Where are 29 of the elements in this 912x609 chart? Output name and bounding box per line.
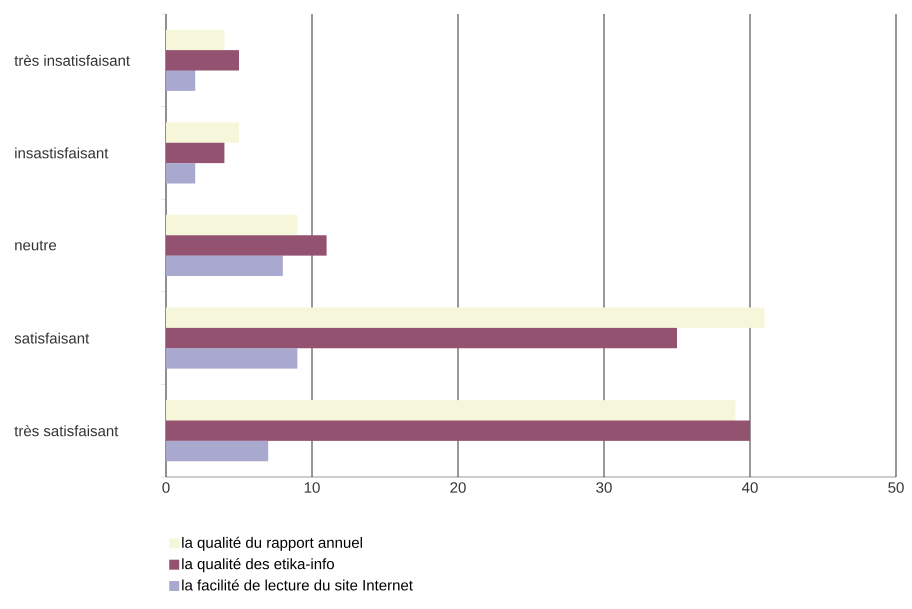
x-tick-label: 40 bbox=[742, 482, 758, 493]
bar bbox=[166, 214, 298, 236]
x-tick-label: 10 bbox=[304, 482, 320, 493]
y-tick-label: neutre bbox=[15, 240, 56, 250]
bar bbox=[166, 348, 298, 369]
bar bbox=[166, 256, 283, 276]
bar bbox=[166, 420, 750, 441]
bar bbox=[166, 235, 327, 256]
legend-label: la qualité des etika-info bbox=[182, 558, 334, 572]
bar bbox=[166, 50, 240, 70]
legend-label: la qualité du rapport annuel bbox=[182, 536, 362, 551]
bar bbox=[166, 328, 677, 348]
bar bbox=[166, 122, 240, 143]
bar bbox=[166, 70, 196, 91]
x-tick-label: 0 bbox=[162, 482, 170, 493]
bar bbox=[166, 163, 196, 184]
bar bbox=[166, 308, 765, 328]
y-tick-label: très satisfaisant bbox=[14, 425, 118, 436]
bar bbox=[166, 440, 268, 462]
bar bbox=[166, 30, 224, 50]
x-tick-label: 30 bbox=[596, 482, 612, 493]
bar bbox=[166, 400, 736, 421]
y-tick-label: insastisfaisant bbox=[15, 147, 108, 158]
x-tick-label: 20 bbox=[450, 482, 466, 493]
y-tick-label: satisfaisant bbox=[14, 332, 90, 344]
x-tick-label: 50 bbox=[888, 482, 904, 493]
bar bbox=[166, 142, 224, 164]
legend-label: la facilité de lecture du site Internet bbox=[182, 579, 413, 591]
y-tick-label: très insatisfaisant bbox=[14, 54, 130, 66]
